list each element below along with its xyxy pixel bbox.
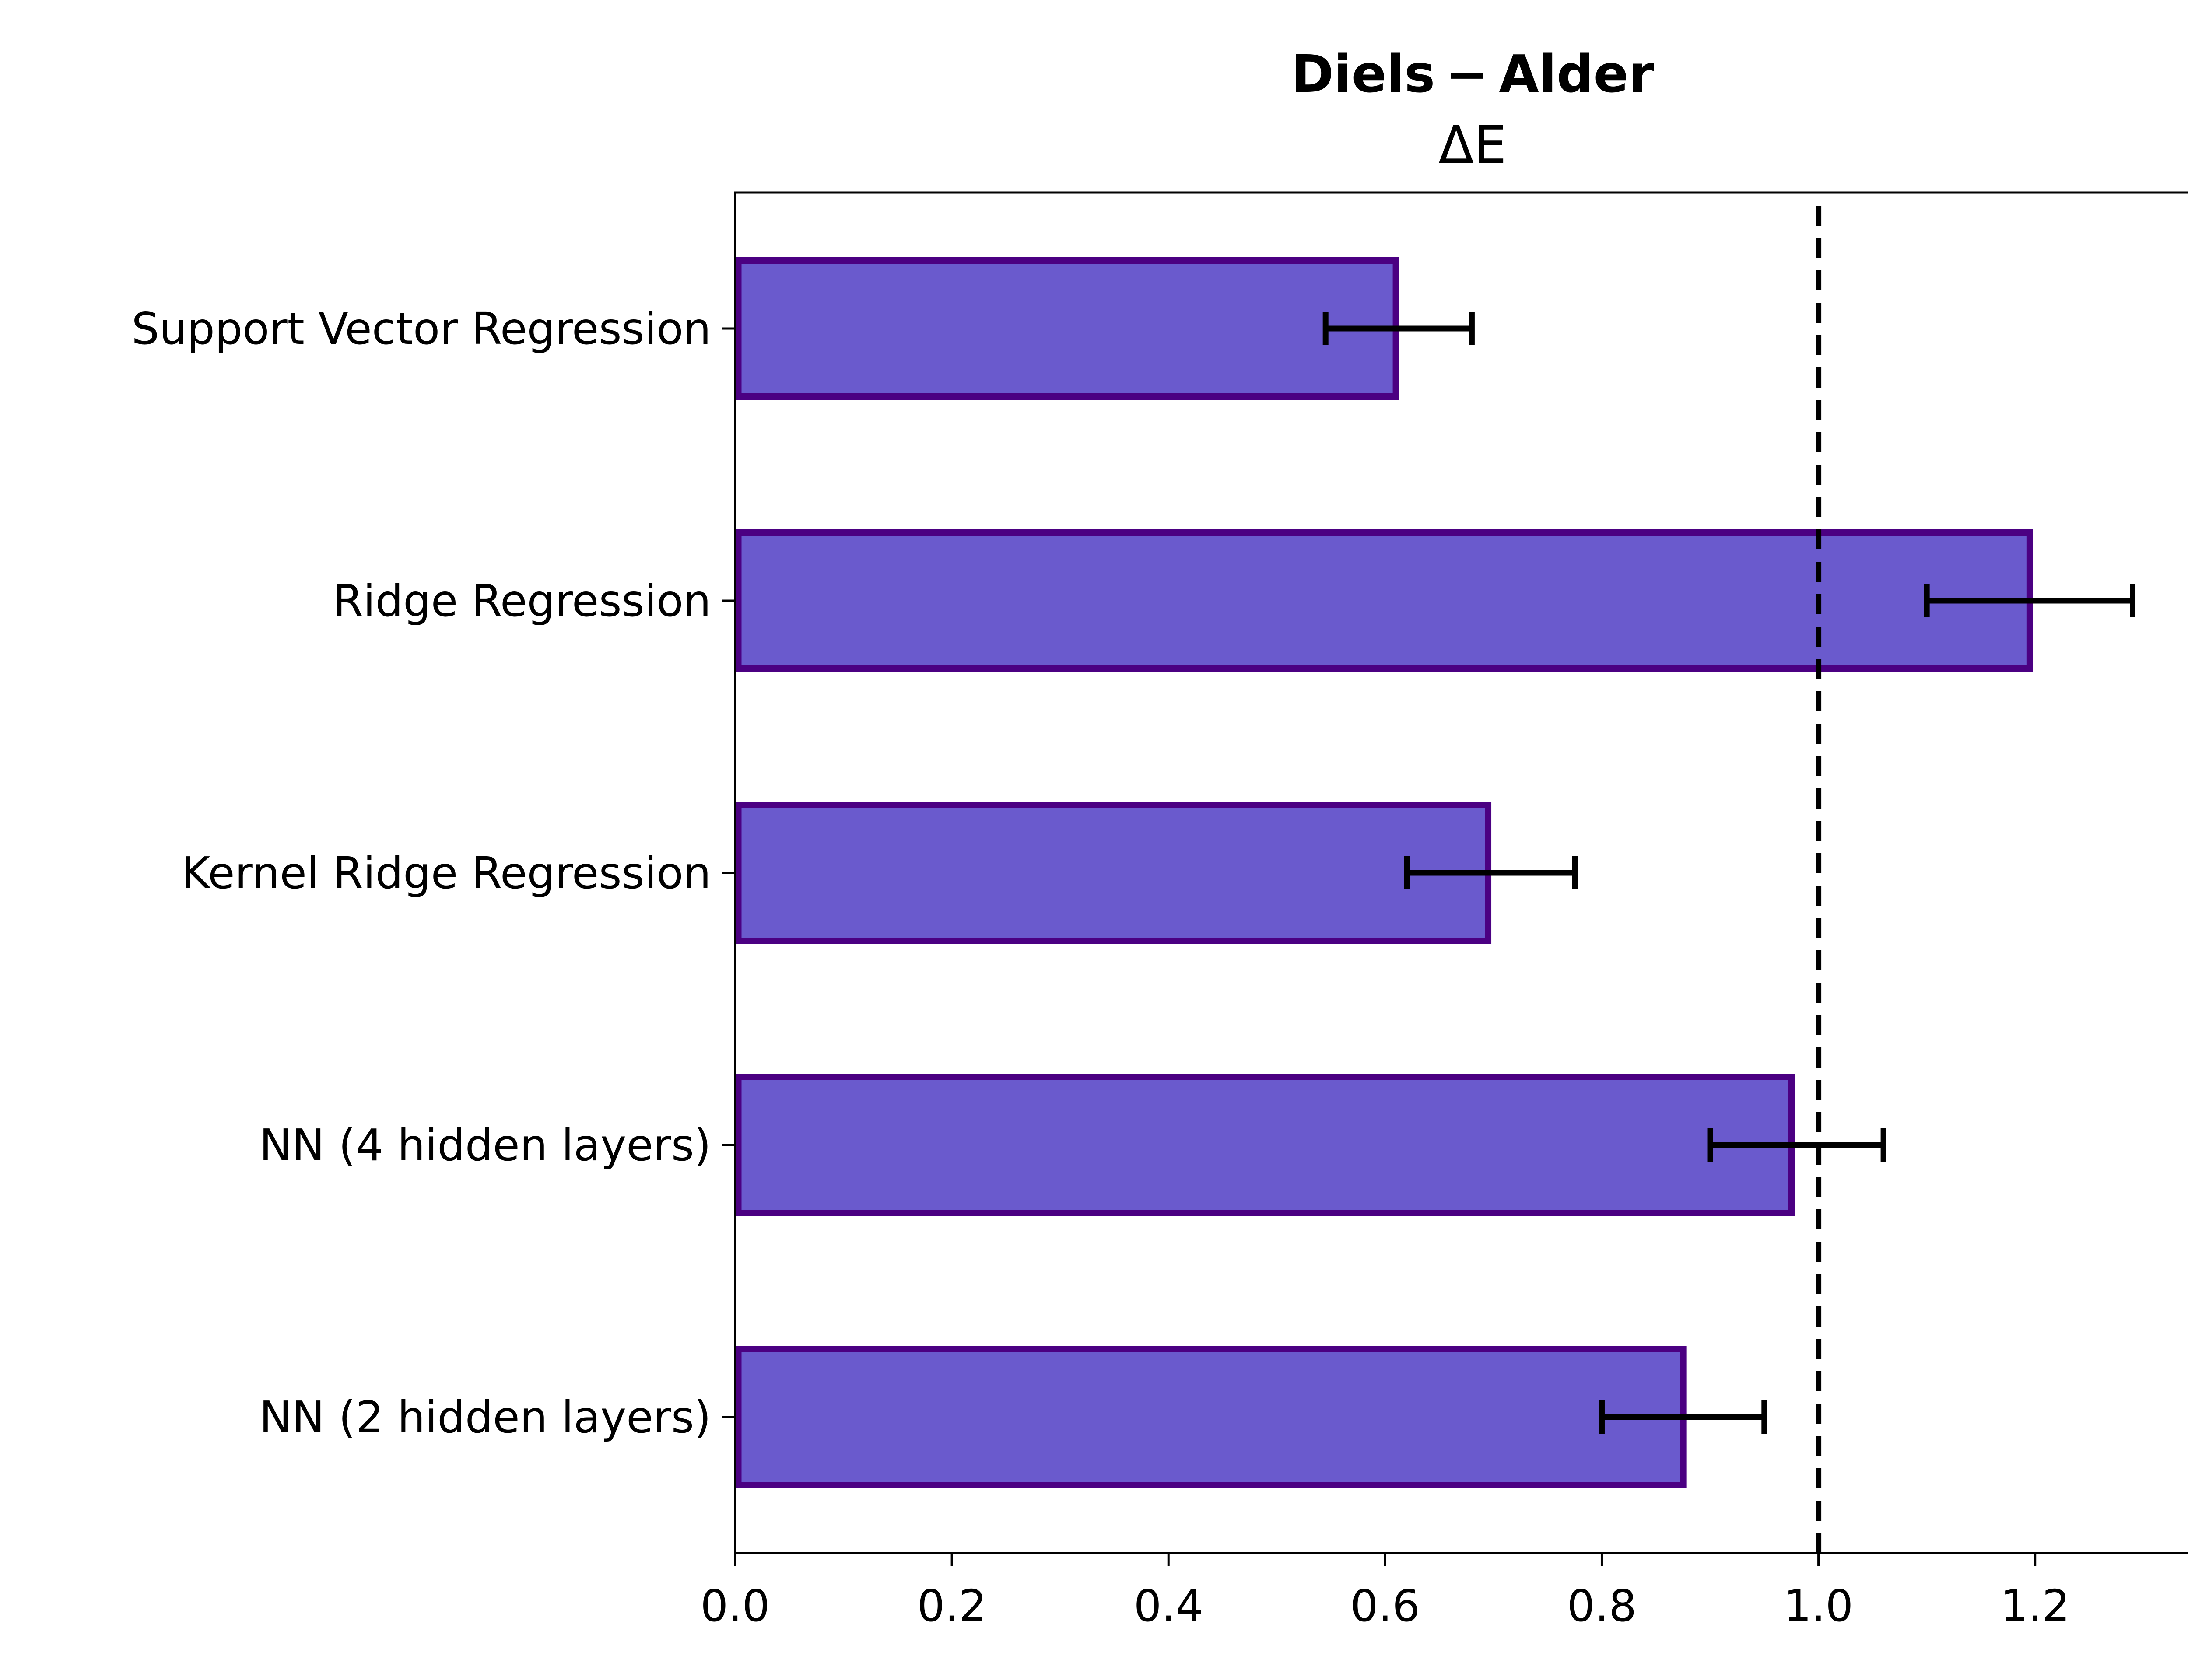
errorbars-layer [1322, 312, 2136, 1434]
x-axis: 0.0 0.2 0.4 0.6 0.8 1.0 1.2 [700, 1553, 2070, 1631]
y-tick-label-4: NN (2 hidden layers) [259, 1392, 711, 1443]
chart-subtitle: ΔE [1438, 115, 1506, 175]
y-axis: Support Vector Regression Ridge Regressio… [131, 303, 735, 1443]
y-tick-label-1: Ridge Regression [333, 575, 711, 626]
x-tick-label-6: 1.2 [2000, 1580, 2070, 1631]
y-tick-label-2: Kernel Ridge Regression [182, 847, 711, 899]
x-tick-label-4: 0.8 [1567, 1580, 1637, 1631]
y-tick-label-3: NN (4 hidden layers) [259, 1120, 711, 1171]
bar-1 [735, 529, 2033, 672]
bar-4 [735, 1346, 1687, 1488]
x-tick-label-2: 0.4 [1134, 1580, 1203, 1631]
bar-0 [735, 257, 1399, 400]
x-tick-label-3: 0.6 [1350, 1580, 1420, 1631]
x-tick-label-1: 0.2 [917, 1580, 987, 1631]
x-tick-label-5: 1.0 [1784, 1580, 1853, 1631]
x-tick-label-0: 0.0 [700, 1580, 770, 1631]
bars-layer [735, 257, 2033, 1488]
bar-3 [735, 1074, 1795, 1216]
y-tick-label-0: Support Vector Regression [131, 303, 711, 354]
bar-2 [735, 802, 1492, 944]
chart-title: Diels − Alder [1291, 44, 1654, 104]
